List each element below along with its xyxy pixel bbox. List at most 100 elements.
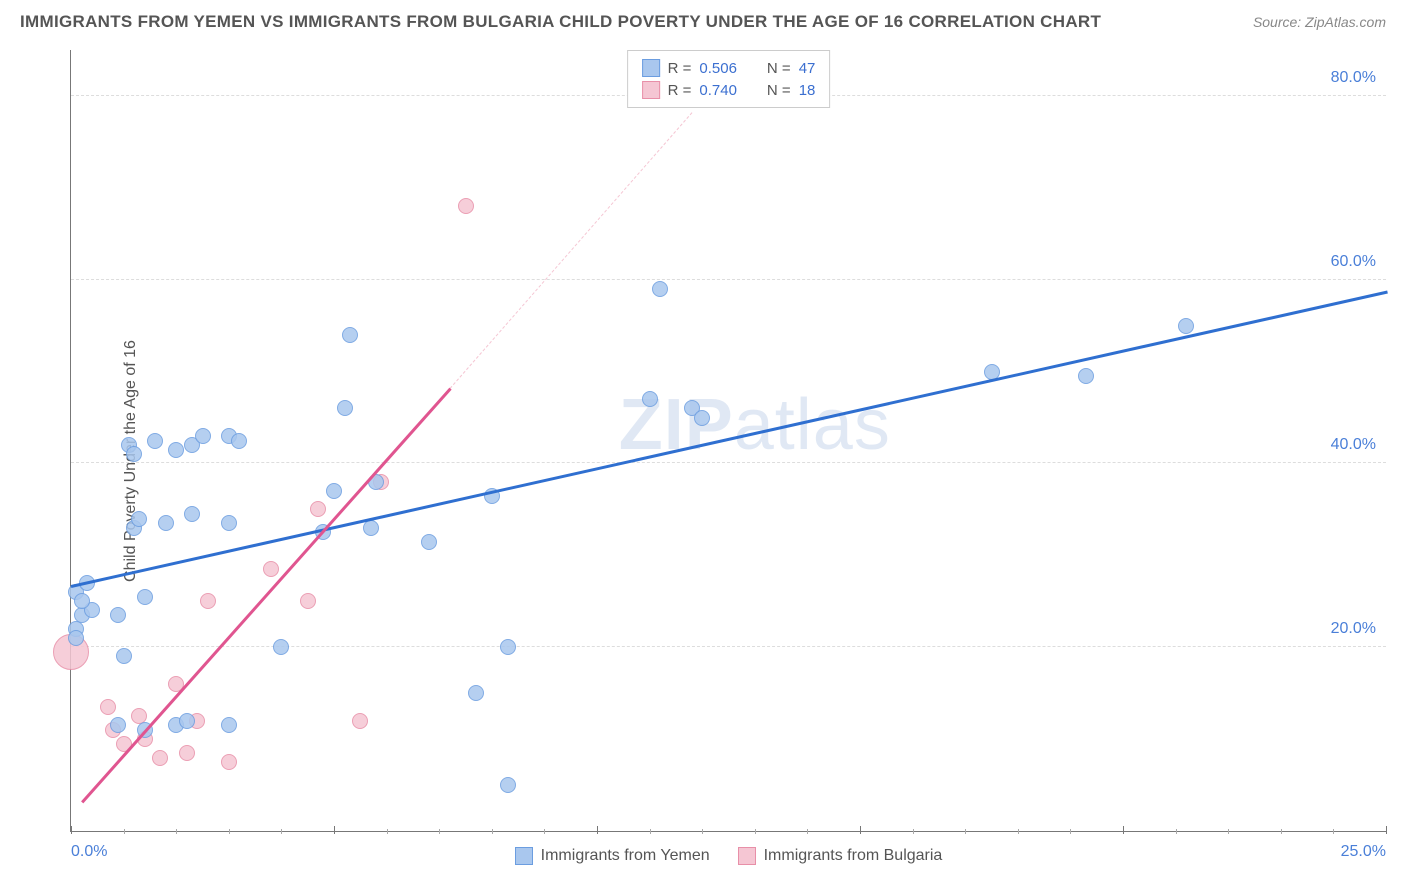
plot-area: ZIPatlas R = 0.506 N = 47 R = 0.740 N = … [70,50,1386,832]
x-tick-label: 0.0% [71,843,107,861]
x-tick-minor [807,829,808,834]
x-tick-label: 25.0% [1341,843,1386,861]
data-point [310,501,326,517]
data-point [363,520,379,536]
chart-title: IMMIGRANTS FROM YEMEN VS IMMIGRANTS FROM… [20,12,1101,32]
source-attribution: Source: ZipAtlas.com [1253,14,1386,30]
y-tick-label: 40.0% [1331,436,1376,454]
data-point [131,511,147,527]
x-tick-major [1386,826,1387,834]
data-point [110,607,126,623]
data-point [126,446,142,462]
swatch-icon [515,847,533,865]
watermark-bold: ZIP [619,385,734,465]
data-point [152,750,168,766]
correlation-legend: R = 0.506 N = 47 R = 0.740 N = 18 [627,50,831,108]
data-point [1178,318,1194,334]
data-point [116,648,132,664]
data-point [1078,368,1094,384]
n-value-1: 47 [799,60,816,77]
x-tick-minor [1018,829,1019,834]
chart-container: Child Poverty Under the Age of 16 ZIPatl… [20,50,1386,872]
y-tick-label: 80.0% [1331,69,1376,87]
data-point [147,433,163,449]
data-point [326,483,342,499]
data-point [74,593,90,609]
data-point [68,630,84,646]
x-tick-minor [439,829,440,834]
x-tick-minor [1333,829,1334,834]
x-tick-minor [1228,829,1229,834]
data-point [221,717,237,733]
series-legend: Immigrants from Yemen Immigrants from Bu… [71,847,1386,865]
data-point [179,713,195,729]
x-tick-minor [281,829,282,834]
data-point [221,515,237,531]
data-point [184,506,200,522]
data-point [652,281,668,297]
x-tick-major [334,826,335,834]
data-point [352,713,368,729]
x-tick-major [71,826,72,834]
swatch-icon [738,847,756,865]
x-tick-minor [176,829,177,834]
swatch-icon [642,81,660,99]
x-tick-minor [755,829,756,834]
gridline [71,646,1386,647]
data-point [158,515,174,531]
x-tick-minor [913,829,914,834]
data-point [168,442,184,458]
data-point [231,433,247,449]
data-point [110,717,126,733]
legend-item-1: Immigrants from Yemen [515,847,710,865]
x-tick-minor [544,829,545,834]
y-tick-label: 20.0% [1331,620,1376,638]
data-point [100,699,116,715]
n-label: N = [767,82,791,99]
series-name-2: Immigrants from Bulgaria [764,847,943,865]
watermark-light: atlas [734,385,891,465]
data-point [500,777,516,793]
data-point [137,589,153,605]
data-point [263,561,279,577]
trend-line [71,290,1388,587]
data-point [200,593,216,609]
n-value-2: 18 [799,82,816,99]
data-point [337,400,353,416]
x-tick-minor [387,829,388,834]
r-label: R = [668,60,692,77]
x-tick-minor [229,829,230,834]
x-tick-major [1123,826,1124,834]
x-tick-minor [124,829,125,834]
data-point [342,327,358,343]
legend-row-series-2: R = 0.740 N = 18 [642,79,816,101]
trend-line-dashed [450,113,693,390]
r-label: R = [668,82,692,99]
x-tick-minor [650,829,651,834]
x-tick-minor [965,829,966,834]
data-point [421,534,437,550]
data-point [458,198,474,214]
data-point [300,593,316,609]
data-point [273,639,289,655]
data-point [642,391,658,407]
gridline [71,279,1386,280]
r-value-2: 0.740 [699,82,737,99]
x-tick-minor [702,829,703,834]
x-tick-minor [1281,829,1282,834]
x-tick-major [860,826,861,834]
gridline [71,462,1386,463]
legend-item-2: Immigrants from Bulgaria [738,847,943,865]
x-tick-minor [1070,829,1071,834]
r-value-1: 0.506 [699,60,737,77]
x-tick-minor [1176,829,1177,834]
data-point [221,754,237,770]
data-point [195,428,211,444]
swatch-icon [642,59,660,77]
data-point [179,745,195,761]
y-tick-label: 60.0% [1331,253,1376,271]
n-label: N = [767,60,791,77]
legend-row-series-1: R = 0.506 N = 47 [642,57,816,79]
x-tick-minor [492,829,493,834]
x-tick-major [597,826,598,834]
